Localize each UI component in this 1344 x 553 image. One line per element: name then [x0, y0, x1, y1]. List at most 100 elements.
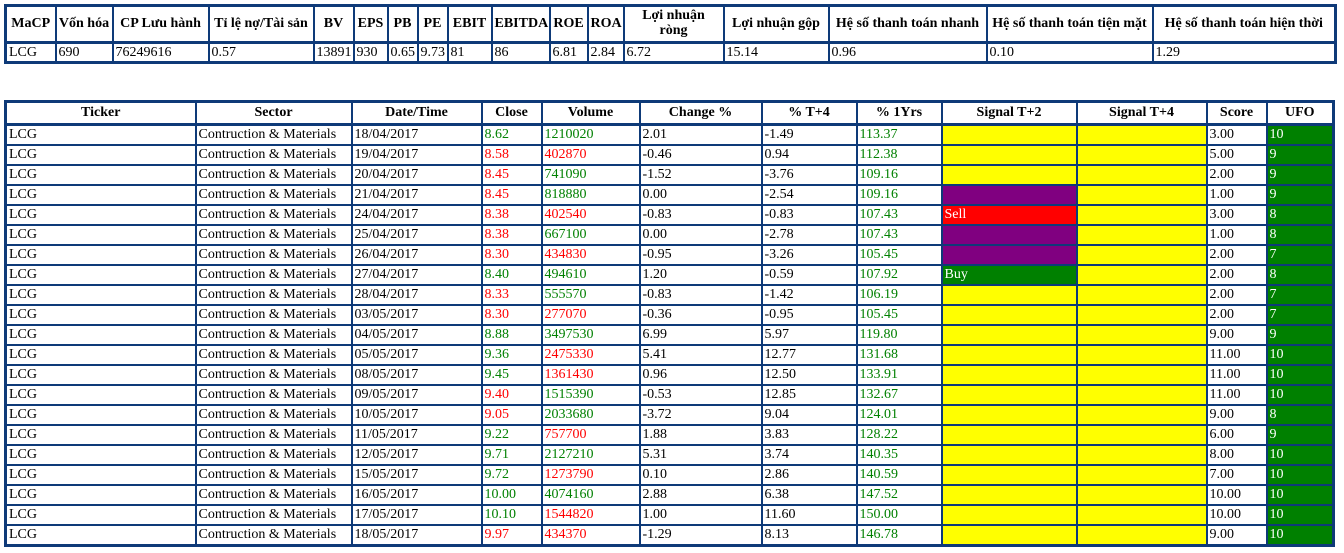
cell-close[interactable]: 9.40 [480, 384, 543, 406]
cell-sector[interactable]: Contruction & Materials [194, 484, 353, 506]
column-header-pe[interactable]: PE [416, 4, 449, 44]
cell-ufo[interactable]: 7 [1265, 244, 1335, 266]
cell-ticker[interactable]: LCG [4, 164, 197, 186]
cell-signal-t2[interactable] [940, 144, 1078, 166]
cell-volume[interactable]: 402870 [540, 144, 641, 166]
cell-close[interactable]: 8.38 [480, 204, 543, 226]
cell-score[interactable]: 2.00 [1205, 284, 1268, 306]
cell-close[interactable]: 8.62 [480, 123, 543, 146]
cell-signal-t4[interactable] [1075, 344, 1208, 366]
cell-score[interactable]: 9.00 [1205, 324, 1268, 346]
cell-close[interactable]: 9.71 [480, 444, 543, 466]
column-header-h-s-thanh-to-n-nhanh[interactable]: Hệ số thanh toán nhanh [827, 4, 988, 44]
cell-signal-t4[interactable] [1075, 304, 1208, 326]
cell-pct-1yrs[interactable]: 107.92 [855, 264, 943, 286]
cell-pct-t4[interactable]: -3.76 [760, 164, 858, 186]
cell-change-pct[interactable]: 0.00 [638, 224, 763, 246]
column-header-signal-t-4[interactable]: Signal T+4 [1075, 100, 1208, 126]
cell-pct-1yrs[interactable]: 107.43 [855, 204, 943, 226]
summary-cell-eps[interactable]: 930 [352, 41, 389, 64]
cell-ticker[interactable]: LCG [4, 384, 197, 406]
cell-change-pct[interactable]: 2.01 [638, 123, 763, 146]
cell-signal-t4[interactable] [1075, 184, 1208, 206]
cell-sector[interactable]: Contruction & Materials [194, 244, 353, 266]
cell-pct-t4[interactable]: -0.83 [760, 204, 858, 226]
column-header-ticker[interactable]: Ticker [4, 100, 197, 126]
cell-ufo[interactable]: 8 [1265, 404, 1335, 426]
cell-ufo[interactable]: 10 [1265, 123, 1335, 146]
cell-pct-t4[interactable]: 6.38 [760, 484, 858, 506]
cell-pct-1yrs[interactable]: 140.35 [855, 444, 943, 466]
cell-ticker[interactable]: LCG [4, 123, 197, 146]
cell-ticker[interactable]: LCG [4, 224, 197, 246]
cell-sector[interactable]: Contruction & Materials [194, 184, 353, 206]
cell-pct-1yrs[interactable]: 128.22 [855, 424, 943, 446]
cell-pct-1yrs[interactable]: 119.80 [855, 324, 943, 346]
cell-close[interactable]: 8.58 [480, 144, 543, 166]
cell-close[interactable]: 8.38 [480, 224, 543, 246]
cell-change-pct[interactable]: -0.95 [638, 244, 763, 266]
cell-signal-t2[interactable] [940, 484, 1078, 506]
cell-date[interactable]: 05/05/2017 [350, 344, 483, 366]
cell-volume[interactable]: 494610 [540, 264, 641, 286]
cell-close[interactable]: 8.88 [480, 324, 543, 346]
column-header-signal-t-2[interactable]: Signal T+2 [940, 100, 1078, 126]
summary-cell-t-l-n-t-i-s-n[interactable]: 0.57 [207, 41, 315, 64]
cell-volume[interactable]: 434370 [540, 524, 641, 547]
cell-ticker[interactable]: LCG [4, 424, 197, 446]
cell-sector[interactable]: Contruction & Materials [194, 284, 353, 306]
cell-pct-1yrs[interactable]: 107.43 [855, 224, 943, 246]
cell-score[interactable]: 3.00 [1205, 123, 1268, 146]
cell-pct-1yrs[interactable]: 132.67 [855, 384, 943, 406]
cell-ticker[interactable]: LCG [4, 524, 197, 547]
summary-cell-ebit[interactable]: 81 [446, 41, 493, 64]
cell-change-pct[interactable]: -3.72 [638, 404, 763, 426]
cell-sector[interactable]: Contruction & Materials [194, 344, 353, 366]
cell-score[interactable]: 1.00 [1205, 184, 1268, 206]
cell-close[interactable]: 8.30 [480, 244, 543, 266]
summary-cell-pe[interactable]: 9.73 [416, 41, 449, 64]
cell-sector[interactable]: Contruction & Materials [194, 264, 353, 286]
cell-ufo[interactable]: 9 [1265, 324, 1335, 346]
cell-signal-t2[interactable] [940, 324, 1078, 346]
cell-signal-t4[interactable] [1075, 144, 1208, 166]
column-header-eps[interactable]: EPS [352, 4, 389, 44]
column-header-roe[interactable]: ROE [548, 4, 589, 44]
cell-ticker[interactable]: LCG [4, 284, 197, 306]
cell-score[interactable]: 9.00 [1205, 524, 1268, 547]
cell-sector[interactable]: Contruction & Materials [194, 204, 353, 226]
cell-ufo[interactable]: 10 [1265, 484, 1335, 506]
cell-change-pct[interactable]: 1.20 [638, 264, 763, 286]
cell-date[interactable]: 10/05/2017 [350, 404, 483, 426]
cell-score[interactable]: 8.00 [1205, 444, 1268, 466]
cell-signal-t2[interactable] [940, 364, 1078, 386]
cell-pct-1yrs[interactable]: 140.59 [855, 464, 943, 486]
column-header-h-s-thanh-to-n-hi-n-th-i[interactable]: Hệ số thanh toán hiện thời [1151, 4, 1337, 44]
summary-cell-l-i-nhu-n-g-p[interactable]: 15.14 [722, 41, 830, 64]
cell-pct-1yrs[interactable]: 113.37 [855, 123, 943, 146]
cell-ufo[interactable]: 10 [1265, 384, 1335, 406]
cell-date[interactable]: 19/04/2017 [350, 144, 483, 166]
summary-cell-ebitda[interactable]: 86 [490, 41, 551, 64]
cell-ticker[interactable]: LCG [4, 304, 197, 326]
column-header-1yrs[interactable]: % 1Yrs [855, 100, 943, 126]
cell-close[interactable]: 9.22 [480, 424, 543, 446]
cell-ticker[interactable]: LCG [4, 344, 197, 366]
cell-date[interactable]: 11/05/2017 [350, 424, 483, 446]
column-header-score[interactable]: Score [1205, 100, 1268, 126]
column-header-close[interactable]: Close [480, 100, 543, 126]
cell-date[interactable]: 27/04/2017 [350, 264, 483, 286]
column-header-t-4[interactable]: % T+4 [760, 100, 858, 126]
cell-sector[interactable]: Contruction & Materials [194, 164, 353, 186]
column-header-macp[interactable]: MaCP [4, 4, 57, 44]
cell-pct-t4[interactable]: 11.60 [760, 504, 858, 526]
column-header-date-time[interactable]: Date/Time [350, 100, 483, 126]
cell-pct-1yrs[interactable]: 109.16 [855, 164, 943, 186]
cell-ticker[interactable]: LCG [4, 264, 197, 286]
cell-ticker[interactable]: LCG [4, 244, 197, 266]
column-header-pb[interactable]: PB [386, 4, 419, 44]
summary-cell-pb[interactable]: 0.65 [386, 41, 419, 64]
cell-sector[interactable]: Contruction & Materials [194, 324, 353, 346]
column-header-l-i-nhu-n-r-ng[interactable]: Lợi nhuận ròng [622, 4, 725, 44]
cell-change-pct[interactable]: -0.36 [638, 304, 763, 326]
